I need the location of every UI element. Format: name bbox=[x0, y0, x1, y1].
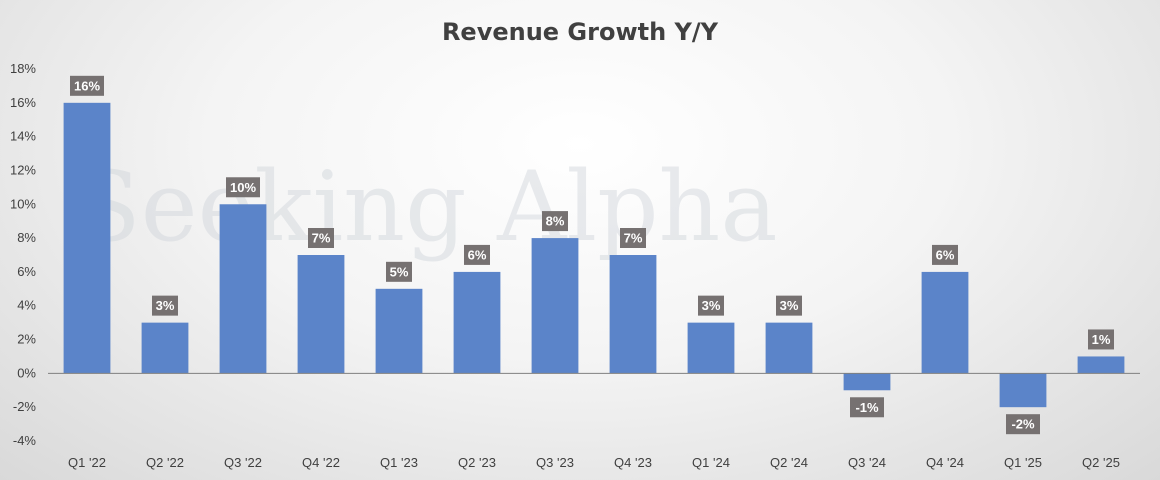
data-label-box bbox=[1006, 414, 1040, 435]
x-tick-label: Q2 '22 bbox=[146, 455, 184, 470]
x-tick-label: Q2 '24 bbox=[770, 455, 808, 470]
data-label: 8% bbox=[546, 214, 565, 229]
data-label-box bbox=[70, 75, 104, 96]
data-label: -2% bbox=[1011, 417, 1035, 432]
bar bbox=[63, 102, 111, 374]
data-label: 10% bbox=[230, 180, 256, 195]
y-tick-label: 16% bbox=[10, 95, 36, 110]
y-tick-label: 6% bbox=[17, 264, 36, 279]
data-label-box bbox=[226, 177, 260, 198]
data-label: 1% bbox=[1092, 332, 1111, 347]
y-tick-label: 2% bbox=[17, 332, 36, 347]
bar bbox=[687, 322, 735, 374]
x-tick-label: Q1 '25 bbox=[1004, 455, 1042, 470]
x-tick-label: Q4 '24 bbox=[926, 455, 964, 470]
bar bbox=[375, 288, 423, 374]
data-label-box bbox=[776, 295, 802, 316]
bar bbox=[219, 204, 267, 374]
x-tick-label: Q1 '23 bbox=[380, 455, 418, 470]
bar bbox=[297, 255, 345, 374]
x-tick-label: Q1 '22 bbox=[68, 455, 106, 470]
data-label: 3% bbox=[702, 298, 721, 313]
x-axis: Q1 '22 Q2 '22 Q3 '22 Q4 '22 Q1 '23 Q2 '23 Q3 '… bbox=[68, 455, 1120, 470]
bar bbox=[531, 238, 579, 374]
x-tick-label: Q4 '22 bbox=[302, 455, 340, 470]
data-label-box bbox=[1088, 329, 1114, 350]
x-tick-label: Q2 '25 bbox=[1082, 455, 1120, 470]
y-tick-label: -4% bbox=[13, 433, 37, 448]
bar bbox=[141, 322, 189, 374]
y-tick-label: 4% bbox=[17, 298, 36, 313]
data-label-box bbox=[620, 228, 646, 248]
x-tick-label: Q1 '24 bbox=[692, 455, 730, 470]
y-tick-label: 12% bbox=[10, 162, 36, 177]
x-tick-label: Q4 '23 bbox=[614, 455, 652, 470]
bar bbox=[609, 255, 657, 374]
x-tick-label: Q3 '24 bbox=[848, 455, 886, 470]
bar bbox=[453, 271, 501, 374]
y-tick-label: 18% bbox=[10, 61, 36, 76]
data-label: 6% bbox=[468, 247, 487, 262]
data-label: 7% bbox=[624, 231, 643, 246]
data-label-box bbox=[308, 228, 334, 248]
y-tick-label: 8% bbox=[17, 230, 36, 245]
data-label-box bbox=[850, 397, 884, 418]
data-labels: 16% 3% 10% 7% 5% 6% 8% 7% 3% 3% -1% 6% -2% 1% bbox=[70, 75, 1114, 435]
x-tick-label: Q2 '23 bbox=[458, 455, 496, 470]
data-label: -1% bbox=[855, 400, 879, 415]
data-label: 6% bbox=[936, 247, 955, 262]
bar bbox=[921, 271, 969, 374]
chart-title: Revenue Growth Y/Y bbox=[442, 18, 719, 46]
bar bbox=[843, 373, 891, 391]
data-label-box bbox=[152, 295, 178, 316]
data-label: 3% bbox=[156, 298, 175, 313]
bar bbox=[765, 322, 813, 374]
data-label-box bbox=[464, 244, 490, 265]
bar bbox=[1077, 356, 1125, 374]
data-label: 5% bbox=[390, 264, 409, 279]
bar-series bbox=[63, 102, 1125, 408]
x-tick-label: Q3 '22 bbox=[224, 455, 262, 470]
bar bbox=[999, 373, 1047, 408]
data-label-box bbox=[698, 295, 724, 316]
data-label: 16% bbox=[74, 78, 100, 93]
data-label: 3% bbox=[780, 298, 799, 313]
data-label-box bbox=[386, 261, 412, 282]
y-tick-label: 10% bbox=[10, 196, 36, 211]
y-tick-label: 0% bbox=[17, 365, 36, 380]
watermark-text: Seeking Alpha bbox=[75, 151, 778, 263]
data-label-box bbox=[932, 244, 958, 265]
y-axis: 18% 16% 14% 12% 10% 8% 6% 4% 2% 0% -2% -4% bbox=[10, 61, 36, 448]
y-tick-label: 14% bbox=[10, 129, 36, 144]
data-label-box bbox=[542, 211, 568, 232]
x-tick-label: Q3 '23 bbox=[536, 455, 574, 470]
y-tick-label: -2% bbox=[13, 399, 37, 414]
data-label: 7% bbox=[312, 231, 331, 246]
